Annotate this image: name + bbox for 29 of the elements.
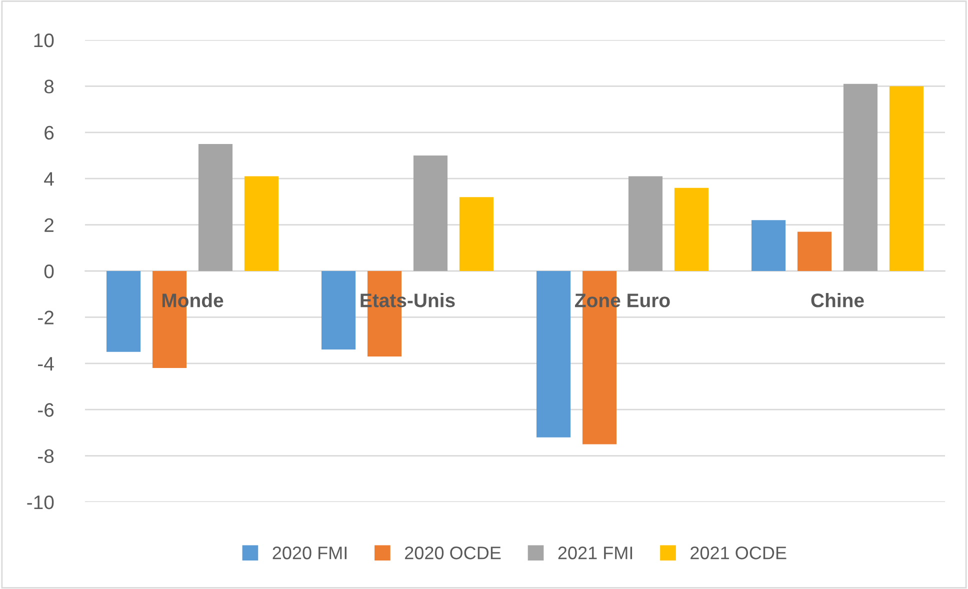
y-tick-label: 4: [44, 172, 54, 186]
bar: [322, 271, 356, 350]
bar: [244, 176, 278, 271]
legend-label: 2020 FMI: [272, 546, 346, 560]
bar: [797, 232, 832, 271]
y-tick-label: 8: [44, 80, 54, 94]
y-tick-label: -4: [38, 357, 54, 370]
y-tick-label: 6: [44, 126, 54, 140]
y-tick-label: 2: [44, 218, 54, 232]
legend-label: 2021 OCDE: [690, 546, 786, 560]
y-tick-label: -8: [38, 449, 54, 464]
y-tick-label: 0: [44, 264, 54, 278]
bar: [889, 86, 924, 271]
bar: [459, 197, 494, 271]
legend-label: 2020 OCDE: [405, 546, 501, 560]
y-tick-label: -10: [27, 495, 54, 510]
bar: [106, 271, 141, 352]
bar: [536, 271, 571, 438]
y-tick-label: 10: [34, 33, 54, 48]
bar: [752, 220, 786, 271]
bar: [413, 156, 448, 271]
bar: [198, 144, 233, 271]
y-tick-label: -6: [38, 403, 54, 417]
bar: [628, 176, 663, 271]
legend-label: 2021 FMI: [558, 546, 632, 560]
bar: [674, 188, 708, 271]
x-tick-label: Chine: [811, 293, 864, 308]
y-tick-label: -2: [38, 310, 54, 324]
bar: [843, 84, 878, 271]
